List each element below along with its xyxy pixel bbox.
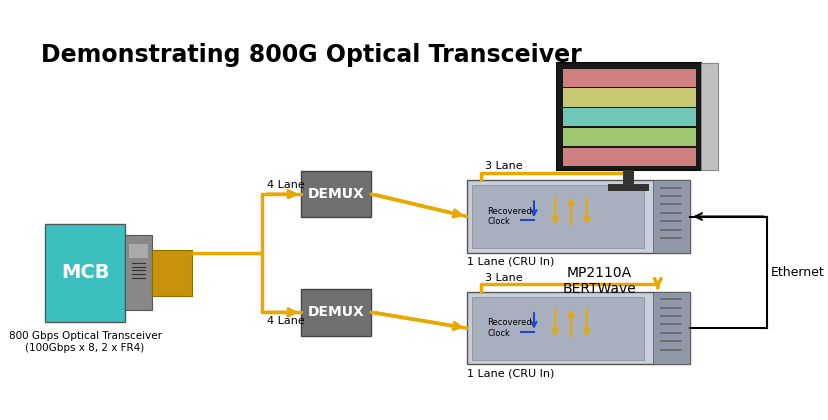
Text: Recovered
Clock: Recovered Clock xyxy=(487,207,532,226)
Bar xyxy=(471,297,643,360)
Bar xyxy=(652,292,690,365)
Bar xyxy=(562,108,695,126)
Text: DEMUX: DEMUX xyxy=(307,305,364,319)
Text: 1 Lane (CRU In): 1 Lane (CRU In) xyxy=(466,368,554,378)
Text: 1 Lane (CRU In): 1 Lane (CRU In) xyxy=(466,257,554,267)
Bar xyxy=(129,244,147,258)
Bar xyxy=(46,224,124,322)
Text: 4 Lane: 4 Lane xyxy=(267,316,305,326)
Text: DEMUX: DEMUX xyxy=(307,187,364,201)
Bar xyxy=(466,292,690,365)
Text: 4 Lane: 4 Lane xyxy=(267,181,305,190)
Bar xyxy=(152,250,191,296)
Text: 3 Lane: 3 Lane xyxy=(484,161,522,171)
Text: 800 Gbps Optical Transceiver
(100Gbps x 8, 2 x FR4): 800 Gbps Optical Transceiver (100Gbps x … xyxy=(8,331,161,352)
Text: Demonstrating 800G Optical Transceiver: Demonstrating 800G Optical Transceiver xyxy=(41,42,581,66)
Bar xyxy=(301,171,371,218)
Bar xyxy=(652,180,690,253)
Text: MCB: MCB xyxy=(60,263,109,282)
Bar xyxy=(301,289,371,336)
Bar xyxy=(466,180,690,253)
Bar xyxy=(608,184,648,192)
Bar xyxy=(124,235,152,310)
Text: MP2110A
BERTWave: MP2110A BERTWave xyxy=(561,266,635,296)
Text: Ethernet: Ethernet xyxy=(769,266,823,279)
Bar xyxy=(562,68,695,87)
Text: 3 Lane: 3 Lane xyxy=(484,273,522,283)
Bar xyxy=(562,148,695,166)
Bar xyxy=(623,170,633,184)
Bar xyxy=(562,128,695,146)
Bar xyxy=(556,63,700,170)
Bar xyxy=(561,67,697,166)
Bar xyxy=(700,63,717,170)
Bar xyxy=(471,185,643,248)
Bar xyxy=(562,89,695,107)
Text: Recovered
Clock: Recovered Clock xyxy=(487,318,532,338)
